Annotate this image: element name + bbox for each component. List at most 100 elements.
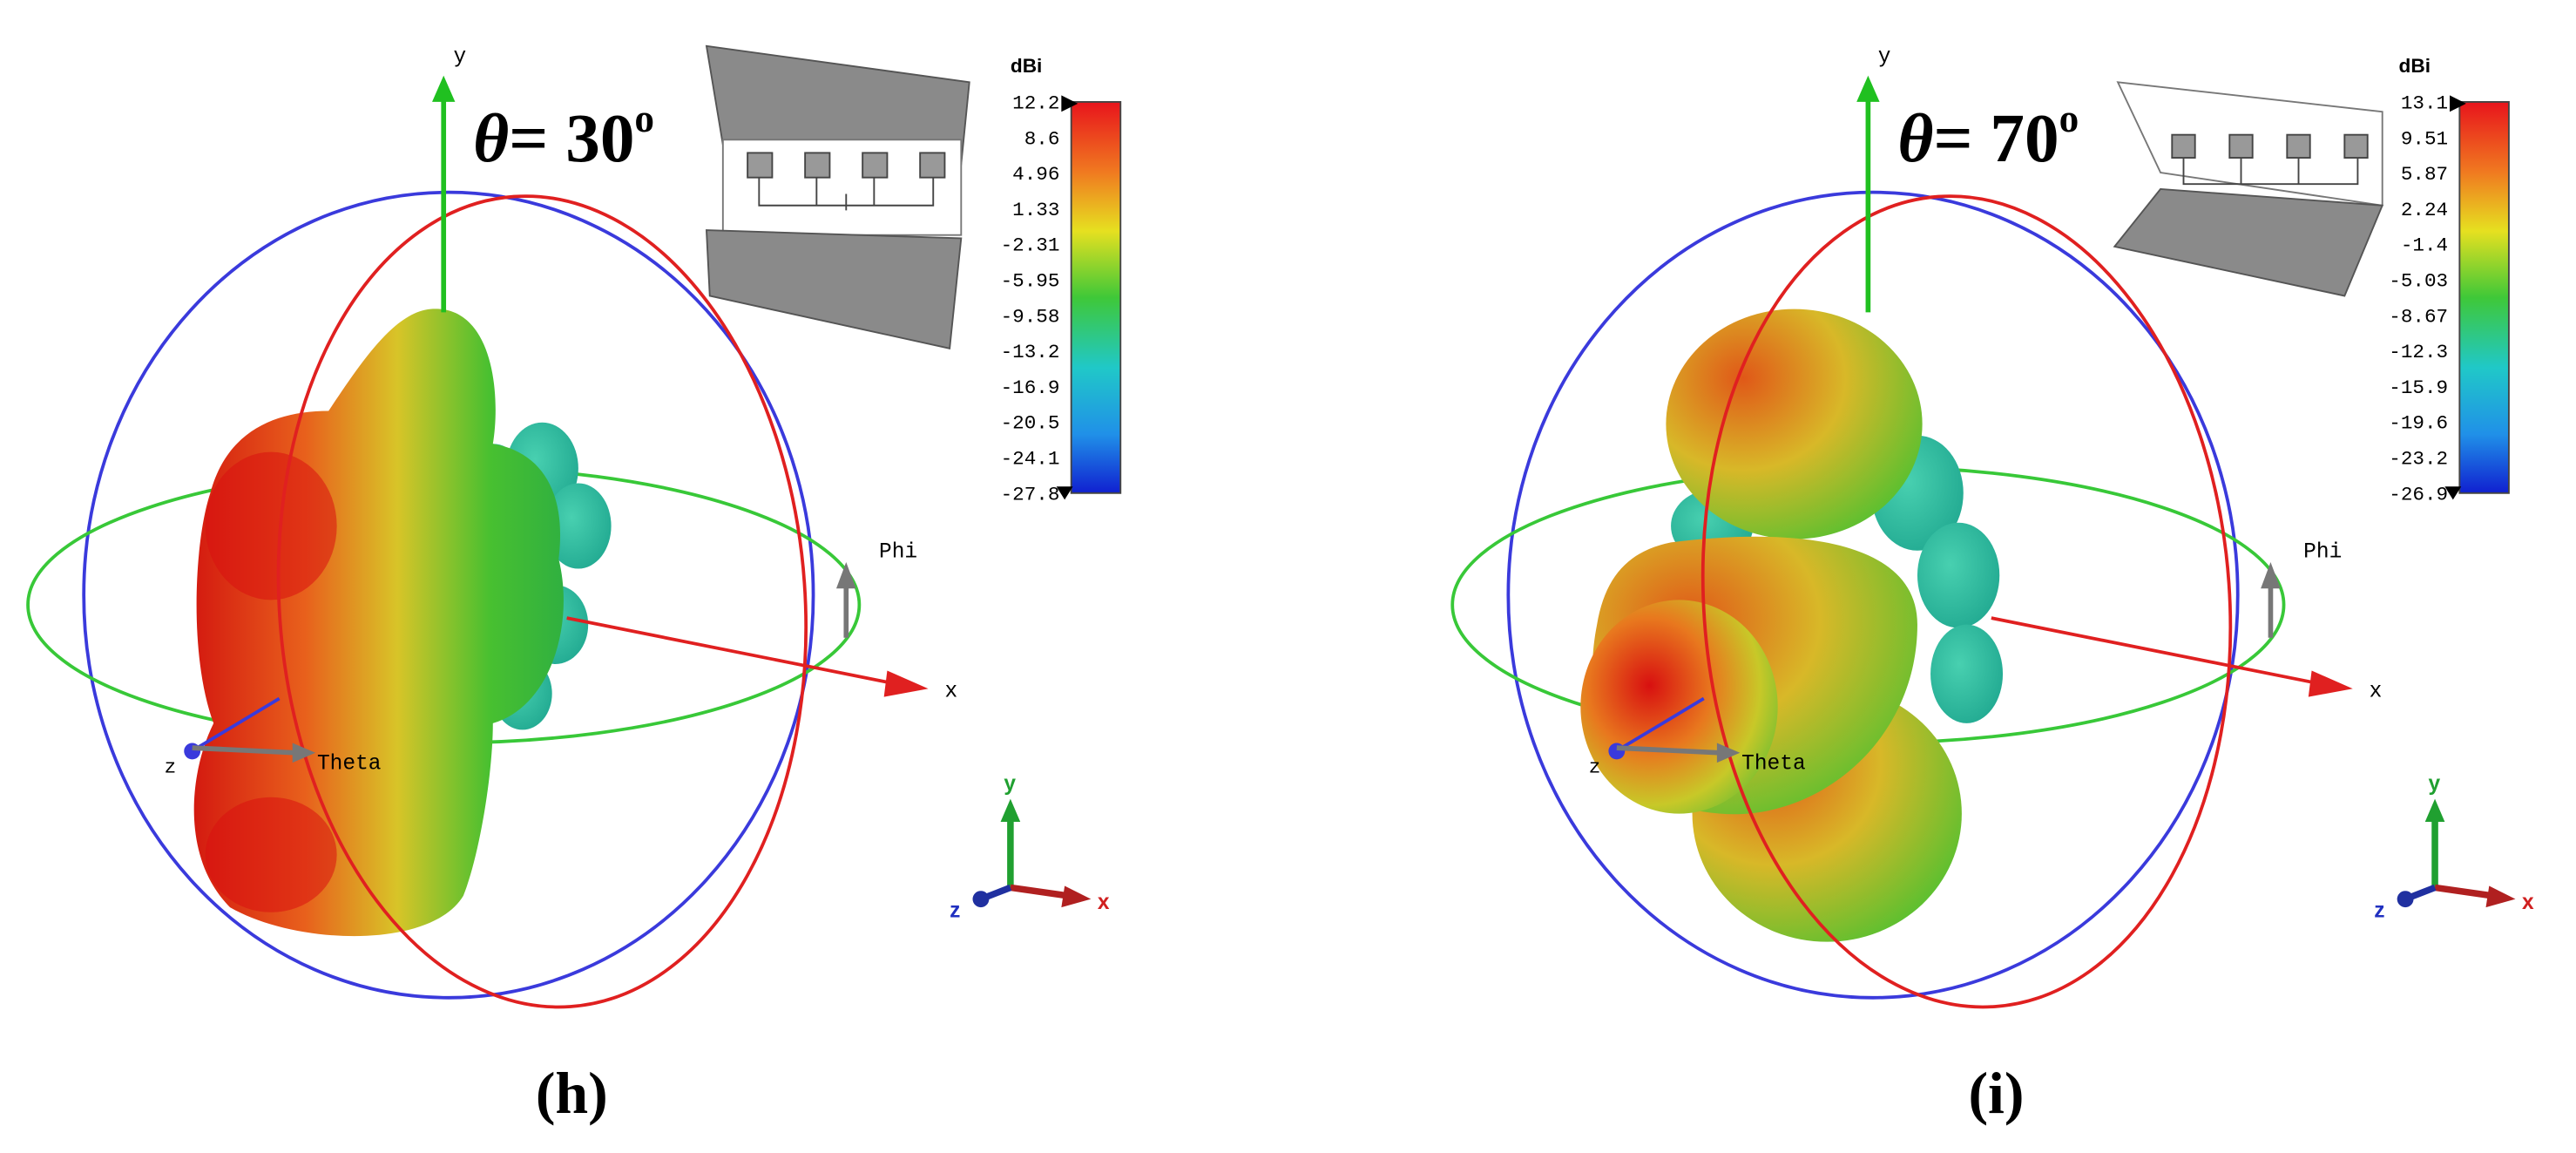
patch — [804, 152, 831, 179]
triad-x-head — [1061, 885, 1092, 908]
colorbar-unit: dBi — [1011, 55, 1042, 77]
colorbar-label: -12.3 — [2389, 341, 2448, 363]
triad-x-label: x — [2522, 891, 2534, 914]
z-axis — [187, 696, 281, 755]
theta-arrow — [192, 745, 296, 756]
colorbar-min-arrow — [1056, 486, 1073, 500]
theta-arrowhead — [292, 743, 316, 763]
triad-z-label: z — [950, 899, 960, 922]
x-arrow — [2308, 670, 2353, 697]
angle-symbol: θ — [1897, 100, 1933, 177]
panel-label: (i) — [1968, 1061, 2024, 1126]
triad-z-head — [2397, 891, 2414, 908]
y-arrow — [1856, 75, 1880, 102]
z-arrow — [1608, 743, 1626, 760]
triad-y-head — [1000, 798, 1021, 822]
x-axis — [566, 616, 896, 686]
x-axis-label: x — [944, 681, 957, 704]
colorbar — [1070, 100, 1122, 494]
side-lobe — [1930, 624, 2004, 723]
angle-label: θ= 70o — [1897, 97, 2079, 177]
z-axis-label: z — [165, 756, 177, 778]
y-arrow — [432, 75, 456, 102]
side-lobe — [545, 483, 612, 569]
colorbar-label: -15.9 — [2389, 376, 2448, 399]
ground-plate — [705, 229, 963, 349]
lobe — [1666, 309, 1923, 539]
z-axis — [1613, 696, 1705, 755]
panel: y x z Theta Phi θ= 30o dBi 12.2 8.6 4.96 1.33 -2.31… — [26, 44, 1122, 1126]
phi-arrowhead — [2261, 562, 2281, 589]
patch — [2286, 133, 2311, 159]
elevation-circle — [276, 194, 808, 1009]
colorbar-label: -23.2 — [2389, 448, 2448, 471]
patch — [919, 152, 946, 179]
triad-z-head — [972, 891, 990, 908]
colorbar-label: -8.67 — [2389, 305, 2448, 328]
colorbar-unit: dBi — [2399, 55, 2431, 77]
colorbar-label: 9.51 — [2401, 127, 2448, 150]
elevation-circle — [1700, 194, 2233, 1009]
feed-line — [758, 177, 935, 211]
hot-spot — [205, 797, 337, 912]
colorbar-label: -1.4 — [2401, 234, 2448, 257]
z-axis-label: z — [1589, 756, 1601, 778]
angle-value: = 30 — [509, 100, 634, 177]
theta-circle — [82, 190, 815, 1000]
feed-line — [2182, 158, 2359, 186]
theta-circle — [1506, 190, 2240, 1000]
patch — [2343, 133, 2369, 159]
colorbar-label: -5.95 — [1001, 270, 1060, 293]
theta-arrowhead — [1716, 743, 1741, 763]
triad-x-label: x — [1098, 891, 1110, 914]
triad-y-label: y — [2429, 772, 2441, 796]
colorbar-label: 13.1 — [2401, 92, 2448, 114]
patch — [2171, 133, 2196, 159]
panel: y x z Theta Phi θ= 70o dBi 13.1 9.51 5.87 2.24 -1.4… — [1450, 46, 2534, 1126]
colorbar-label: -26.9 — [2389, 483, 2448, 505]
triad-x-head — [2485, 885, 2516, 908]
angle-label: θ= 30o — [473, 97, 654, 177]
angle-value: = 70 — [1933, 100, 2059, 177]
colorbar-label: -16.9 — [1001, 376, 1060, 399]
triad-x — [2434, 884, 2493, 899]
theta-label: Theta — [317, 753, 382, 777]
colorbar-label: -13.2 — [1001, 341, 1060, 363]
patch — [747, 152, 774, 179]
triad-x — [1010, 884, 1069, 899]
colorbar-label: -27.8 — [1001, 483, 1060, 505]
colorbar-label: -24.1 — [1001, 448, 1060, 471]
theta-label: Theta — [1741, 753, 1806, 777]
colorbar-label: -9.58 — [1001, 305, 1060, 328]
colorbar-label: 8.6 — [1024, 127, 1060, 150]
panel-label: (h) — [536, 1061, 608, 1126]
z-arrow — [184, 743, 201, 760]
colorbar-max-arrow — [1061, 95, 1078, 112]
hot-spot — [205, 451, 337, 600]
patch — [2228, 133, 2254, 159]
side-lobe — [1917, 522, 2000, 628]
y-axis-label: y — [1878, 46, 1891, 70]
y-axis-label: y — [454, 46, 467, 70]
colorbar-max-arrow — [2450, 95, 2466, 112]
angle-symbol: θ — [473, 100, 509, 177]
colorbar-label: -5.03 — [2389, 270, 2448, 293]
triad-y-head — [2424, 798, 2445, 822]
x-arrow — [883, 670, 929, 697]
colorbar-label: 4.96 — [1012, 163, 1059, 186]
radiation-pattern — [1580, 600, 1778, 814]
triad-z-label: z — [2374, 899, 2384, 922]
theta-arrow — [1616, 745, 1721, 756]
ground-plate — [2113, 187, 2384, 297]
colorbar-min-arrow — [2444, 486, 2462, 500]
colorbar-label: 2.24 — [2401, 199, 2448, 221]
triad-y-label: y — [1004, 772, 1016, 796]
colorbar-label: -19.6 — [2389, 412, 2448, 435]
x-axis-label: x — [2370, 681, 2383, 704]
patch — [862, 152, 889, 179]
phi-label: Phi — [879, 540, 917, 564]
degree-mark: o — [634, 97, 654, 140]
phi-label: Phi — [2303, 540, 2342, 564]
